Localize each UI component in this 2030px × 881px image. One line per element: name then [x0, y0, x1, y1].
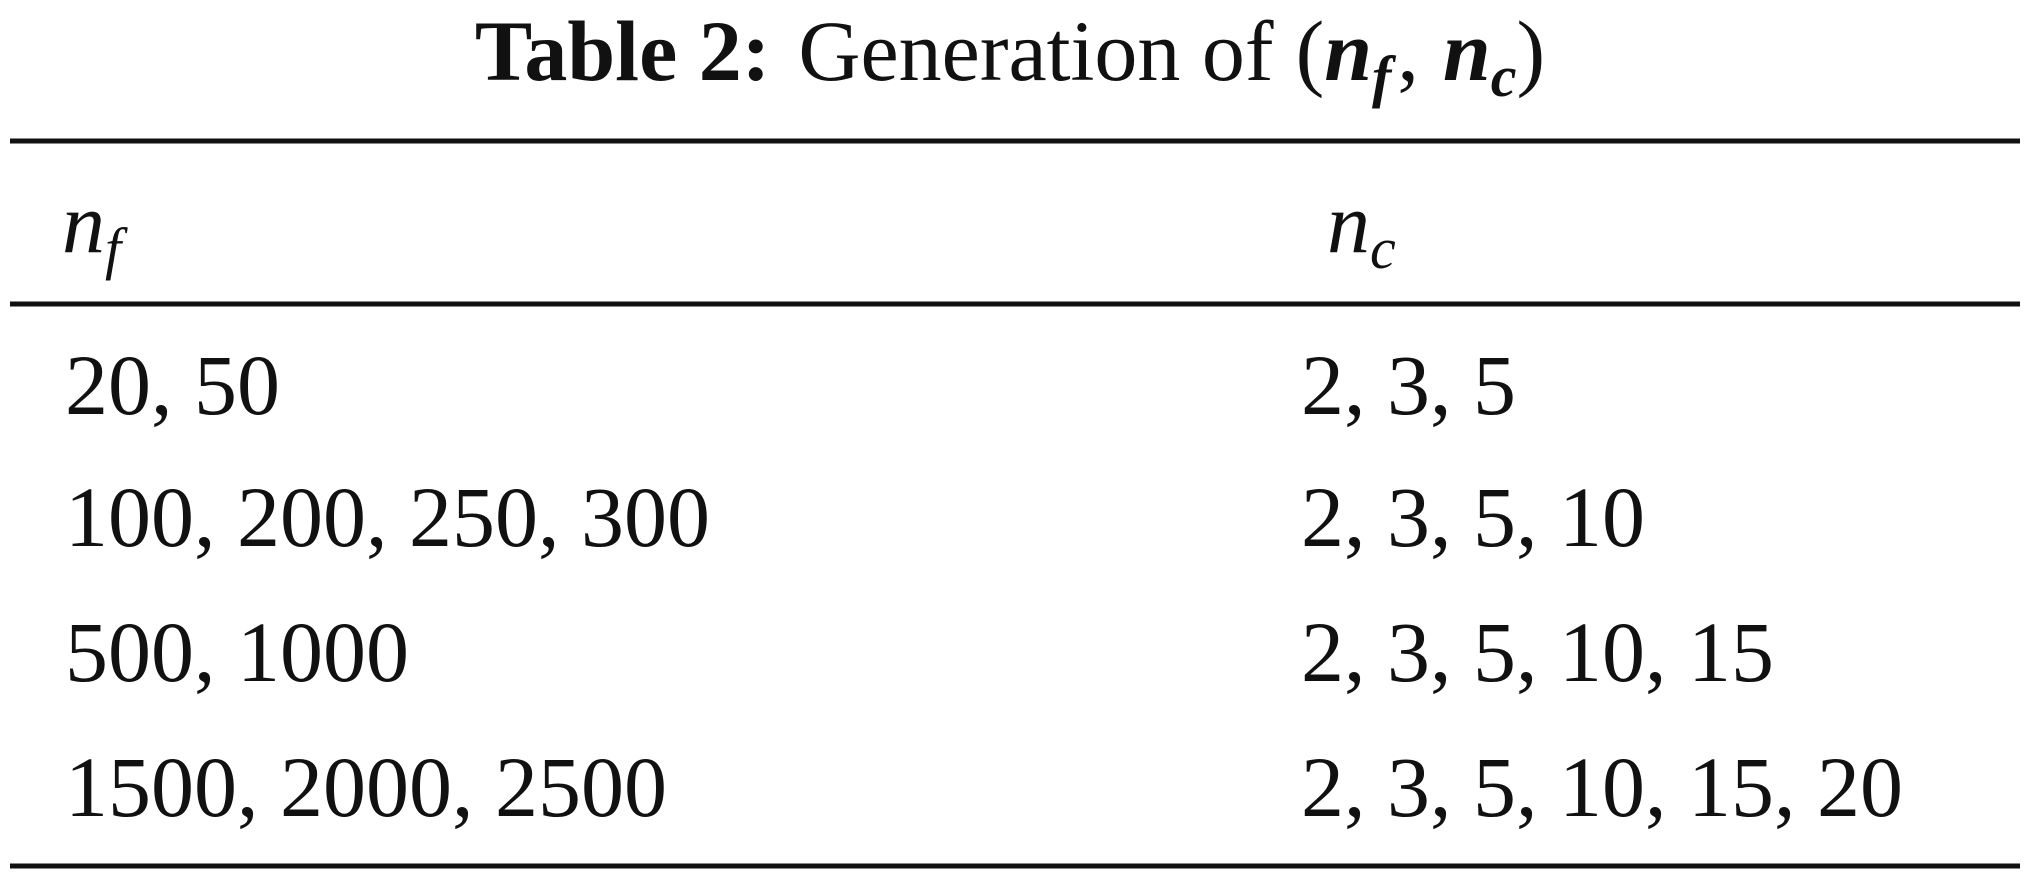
cell: 500, 1000	[65, 604, 409, 700]
header-var-sub: f	[105, 216, 128, 281]
cell: 2, 3, 5, 10, 15	[1301, 604, 1774, 700]
header-var-sub: c	[1370, 216, 1396, 281]
table-caption: Table 2: Generation of (nf, nc)	[475, 3, 1545, 109]
caption-paren: (	[1296, 3, 1325, 99]
cell: 2, 3, 5, 10, 15, 20	[1301, 739, 1903, 835]
column-header: nc	[1327, 175, 1396, 281]
cell: 2, 3, 5	[1301, 337, 1516, 433]
caption-var-sub: f	[1372, 44, 1397, 109]
caption-label: Table 2:	[475, 3, 771, 99]
caption-paren: )	[1516, 3, 1545, 99]
header-var: n	[62, 175, 105, 271]
table-body: 20, 50 2, 3, 5 100, 200, 250, 300 2, 3, …	[65, 337, 1903, 835]
caption-text: Generation of	[798, 3, 1274, 99]
caption-var-sub: c	[1491, 44, 1517, 109]
caption-var: n	[1443, 3, 1491, 99]
column-header: nf	[62, 175, 128, 281]
caption-sep: ,	[1397, 3, 1419, 99]
cell: 2, 3, 5, 10	[1301, 469, 1645, 565]
header-var: n	[1327, 175, 1370, 271]
caption-var: n	[1324, 3, 1372, 99]
cell: 1500, 2000, 2500	[65, 739, 667, 835]
cell: 20, 50	[65, 337, 280, 433]
cell: 100, 200, 250, 300	[65, 469, 710, 565]
